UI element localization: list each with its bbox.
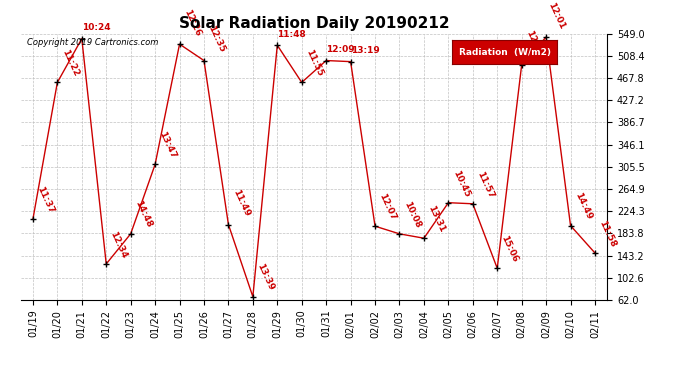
Text: 11:48: 11:48 [277,30,306,39]
Text: 11:58: 11:58 [598,219,618,249]
Text: 11:57: 11:57 [475,170,495,200]
Text: 12:07: 12:07 [377,192,397,222]
Text: 11:55: 11:55 [304,48,324,78]
Text: 13:19: 13:19 [351,46,380,55]
Text: 11:49: 11:49 [231,188,251,218]
Text: 10:08: 10:08 [402,200,422,230]
Text: 11:37: 11:37 [35,185,56,215]
Text: 13:47: 13:47 [157,130,178,160]
Text: 12:01: 12:01 [546,1,566,30]
Text: 13:31: 13:31 [426,204,446,234]
Text: 12:26: 12:26 [182,8,202,38]
Text: 14:49: 14:49 [573,191,593,221]
Text: 13:39: 13:39 [255,262,275,292]
Text: 11:22: 11:22 [60,48,80,78]
Text: 12:34: 12:34 [109,230,129,260]
Text: 10:24: 10:24 [82,23,110,32]
Text: 15:06: 15:06 [500,234,520,264]
Text: 10:45: 10:45 [451,169,471,198]
Title: Solar Radiation Daily 20190212: Solar Radiation Daily 20190212 [179,16,449,31]
Text: 12:35: 12:35 [206,24,227,54]
Text: 12:09: 12:09 [326,45,355,54]
Text: Copyright 2019 Cartronics.com: Copyright 2019 Cartronics.com [26,38,158,47]
Text: 12:23: 12:23 [524,28,544,58]
Text: 14:48: 14:48 [133,200,153,230]
